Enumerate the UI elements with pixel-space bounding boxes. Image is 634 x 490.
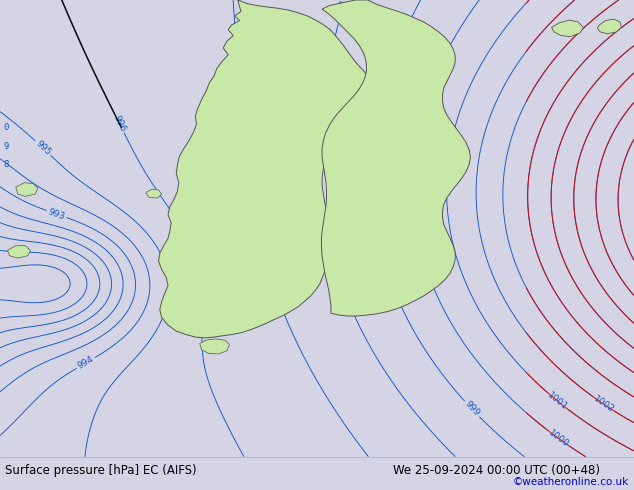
Text: 1002: 1002 (592, 394, 616, 414)
Polygon shape (200, 339, 230, 354)
Text: We 25-09-2024 00:00 UTC (00+48): We 25-09-2024 00:00 UTC (00+48) (393, 464, 600, 477)
Polygon shape (158, 0, 369, 338)
Text: 996: 996 (112, 113, 127, 133)
Text: 998: 998 (336, 0, 349, 18)
Polygon shape (16, 183, 38, 196)
Polygon shape (146, 189, 162, 198)
Text: 994: 994 (76, 355, 96, 371)
Text: 997: 997 (232, 55, 242, 73)
Text: 8: 8 (3, 160, 8, 169)
Text: 1001: 1001 (546, 391, 569, 412)
Text: 9: 9 (3, 142, 8, 150)
Text: 999: 999 (463, 400, 481, 418)
Polygon shape (321, 0, 470, 316)
Polygon shape (597, 19, 621, 34)
Text: ©weatheronline.co.uk: ©weatheronline.co.uk (513, 477, 629, 488)
Text: 0: 0 (3, 123, 8, 132)
Text: Surface pressure [hPa] EC (AIFS): Surface pressure [hPa] EC (AIFS) (5, 464, 197, 477)
Polygon shape (552, 20, 583, 37)
Polygon shape (8, 245, 30, 258)
Text: 1000: 1000 (547, 428, 571, 449)
Text: 995: 995 (34, 139, 52, 157)
Text: 993: 993 (47, 207, 66, 221)
